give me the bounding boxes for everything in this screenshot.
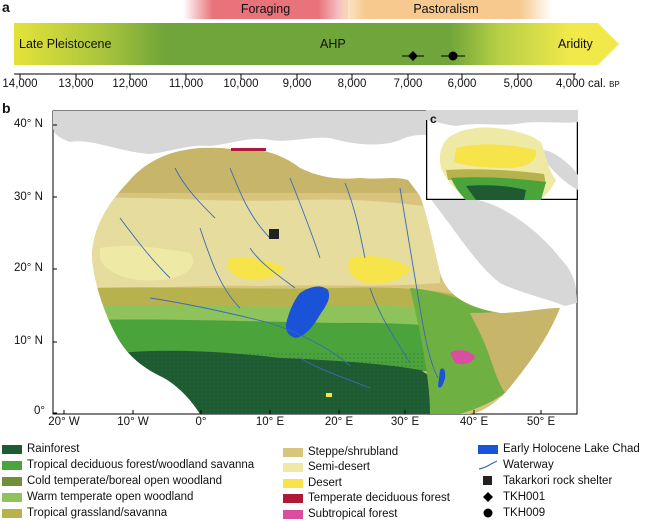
lon-label: 20° E	[324, 416, 354, 428]
legend-item-temperate-deciduous: Temperate deciduous forest	[283, 492, 450, 504]
legend-item-cold-temperate: Cold temperate/boreal open woodland	[2, 475, 222, 487]
inset-arabia	[544, 150, 578, 190]
time-tick-label: 11,000	[168, 78, 204, 90]
map-lat-ticks	[53, 124, 57, 414]
legend-item-lake-chad: Early Holocene Lake Chad	[478, 443, 640, 455]
lon-label: 30° E	[390, 416, 420, 428]
tkh001-diamond-marker	[408, 51, 418, 61]
waterway-icon	[478, 460, 498, 470]
time-tick-label: 14,000	[2, 78, 38, 90]
zone-desert-patch-1	[100, 245, 194, 281]
time-tick-label: 10,000	[223, 78, 259, 90]
legend-item-desert: Desert	[283, 477, 342, 489]
legend-swatch	[283, 509, 303, 519]
arabia-landmass	[430, 196, 577, 306]
subtropical-forest-patch	[450, 350, 475, 365]
axis-unit-bp: BP	[609, 80, 620, 89]
legend-swatch	[283, 462, 303, 472]
time-tick-label: 9,000	[282, 78, 312, 90]
time-tick-label: 5,000	[503, 78, 533, 90]
lake-chad	[286, 286, 330, 338]
time-axis-ticks	[19, 74, 575, 79]
legend-item-tkh009: TKH009	[478, 507, 545, 519]
lat-label: 20° N	[14, 262, 43, 274]
lon-label: 50° E	[526, 416, 556, 428]
legend-swatch	[283, 447, 303, 457]
tkh009-circle-marker	[448, 51, 458, 61]
time-tick-label: 13,000	[58, 78, 94, 90]
lon-label: 10° W	[117, 416, 149, 428]
legend-swatch	[2, 492, 22, 502]
time-tick-label-last: 4,000 cal. BP	[556, 78, 620, 90]
panel-a-letter: a	[2, 0, 10, 15]
takarkori-rock-shelter-marker	[269, 229, 279, 239]
legend-item-rainforest: Rainforest	[2, 443, 79, 455]
legend-item-waterway: Waterway	[478, 459, 554, 471]
zone-desert-patch-3	[227, 257, 285, 280]
legend-swatch	[2, 508, 22, 518]
lat-label: 0°	[34, 405, 45, 417]
lon-label: 40° E	[459, 416, 489, 428]
time-tick-label: 8,000	[337, 78, 367, 90]
legend-swatch	[283, 493, 303, 503]
inset-desert	[454, 144, 537, 168]
legend-item-warm-temperate: Warm temperate open woodland	[2, 491, 193, 503]
temperate-forest-patch	[231, 148, 266, 151]
legend-item-takarkori: Takarkori rock shelter	[478, 475, 612, 487]
lat-label: 30° N	[14, 191, 43, 203]
lon-label: 0°	[195, 416, 207, 428]
period-late-pleistocene: Late Pleistocene	[19, 37, 112, 51]
legend-swatch	[283, 478, 303, 488]
band-pastoralism: Pastoralism	[340, 0, 552, 19]
inset-map-svg	[426, 110, 578, 200]
time-tick-label: 6,000	[447, 78, 477, 90]
waterways	[119, 167, 439, 389]
period-ahp: AHP	[320, 37, 346, 51]
lon-label: 20° W	[48, 416, 80, 428]
lat-label: 40° N	[14, 118, 43, 130]
legend-item-semi-desert: Semi-desert	[283, 461, 370, 473]
panel-b-letter: b	[2, 100, 11, 116]
lon-label: 10° E	[255, 416, 285, 428]
period-aridity: Aridity	[558, 37, 593, 51]
zone-desert-patch-2	[348, 256, 410, 284]
legend-swatch	[2, 460, 22, 470]
diamond-icon	[483, 492, 493, 502]
time-tick-label: 7,000	[393, 78, 423, 90]
legend-item-tkh001: TKH001	[478, 491, 545, 503]
inset-rainforest	[466, 185, 526, 200]
map-lon-ticks	[63, 410, 542, 414]
lat-label: 10° N	[14, 335, 43, 347]
legend-swatch	[478, 444, 498, 454]
band-pastoralism-label: Pastoralism	[413, 2, 479, 16]
square-icon	[483, 476, 492, 485]
desert-dot	[326, 393, 332, 397]
zone-horn-steppe	[470, 308, 560, 393]
legend-swatch	[2, 444, 22, 454]
band-foraging-label: Foraging	[240, 2, 291, 16]
timeline-arrow	[14, 23, 619, 65]
band-foraging: Foraging	[183, 0, 348, 19]
legend-item-subtropical: Subtropical forest	[283, 508, 398, 520]
time-tick-label: 12,000	[112, 78, 148, 90]
timeline-svg	[14, 23, 619, 79]
circle-icon	[483, 508, 493, 518]
legend-swatch	[2, 476, 22, 486]
legend-item-steppe: Steppe/shrubland	[283, 446, 398, 458]
panel-c-letter: c	[430, 112, 437, 126]
legend-item-tropical-deciduous: Tropical deciduous forest/woodland savan…	[2, 459, 254, 471]
inset-europe	[426, 110, 578, 126]
east-lake	[438, 368, 446, 388]
legend-item-tropical-grassland: Tropical grassland/savanna	[2, 507, 167, 519]
